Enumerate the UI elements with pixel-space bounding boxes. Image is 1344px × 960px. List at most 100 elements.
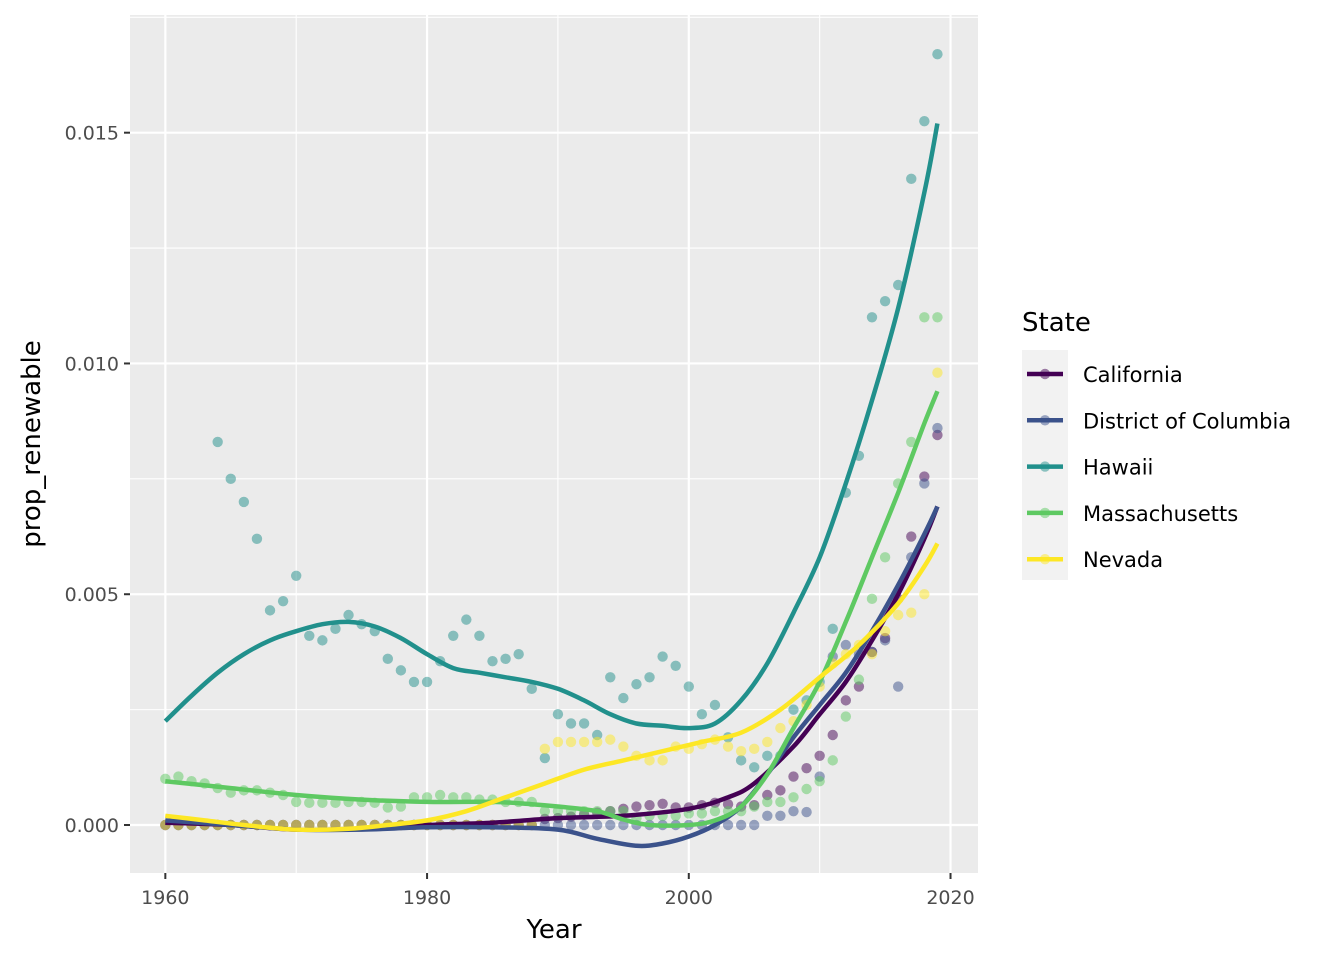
point-california [644,799,655,811]
point-nevada [879,625,891,637]
x-tick-label: 2020 [926,887,974,909]
point-hawaii [251,533,263,545]
point-nevada [552,736,564,748]
x-axis-title: Year [525,915,581,945]
point-hawaii [657,651,668,662]
point-nevada [565,736,577,748]
point-hawaii [906,173,917,185]
point-nevada [591,736,603,748]
point-hawaii [932,49,943,60]
point-district-of-columbia [801,806,812,818]
point-hawaii [317,635,328,646]
point-hawaii [500,653,511,665]
point-hawaii [631,679,642,690]
legend-label: California [1083,363,1183,387]
point-district-of-columbia [840,639,852,651]
point-hawaii [578,718,590,729]
point-district-of-columbia [735,819,747,831]
point-district-of-columbia [919,478,930,489]
point-massachusetts [317,797,328,809]
point-california [827,729,838,741]
point-hawaii [238,496,250,508]
point-massachusetts [866,593,878,605]
point-california [657,798,668,809]
point-hawaii [866,312,878,323]
legend-item-hawaii: Hawaii [1027,456,1153,480]
point-hawaii [382,653,394,665]
point-hawaii [618,692,629,704]
legend-item-nevada: Nevada [1027,548,1163,572]
legend-key-point [1039,415,1051,426]
point-district-of-columbia [722,819,734,831]
point-hawaii [474,630,485,641]
point-hawaii [552,709,564,720]
point-district-of-columbia [565,819,577,831]
point-nevada [919,589,930,600]
legend-items: California District of Columbia Hawaii Mass… [1027,363,1291,572]
x-tick-label: 1960 [141,887,189,909]
x-tick-label: 2000 [665,887,713,909]
point-hawaii [513,649,524,660]
point-nevada [539,743,551,755]
point-massachusetts [290,796,302,808]
y-tick-label: 0.000 [65,815,119,837]
point-massachusetts [539,805,551,817]
point-hawaii [277,595,289,607]
point-hawaii [304,630,315,641]
legend-label: District of Columbia [1083,409,1291,433]
point-hawaii [264,605,276,616]
point-district-of-columbia [762,810,773,821]
point-hawaii [395,665,407,676]
point-california [906,531,917,542]
point-district-of-columbia [788,805,799,817]
point-massachusetts [840,711,852,722]
point-hawaii [526,683,537,695]
point-nevada [618,741,629,752]
smooth-line-massachusetts [165,390,940,828]
point-district-of-columbia [605,819,616,831]
point-hawaii [670,660,681,671]
point-hawaii [644,672,655,683]
point-massachusetts [906,436,917,448]
point-massachusetts [749,801,760,812]
point-nevada [932,367,943,378]
legend-label: Nevada [1083,548,1163,572]
legend-key-point [1039,507,1051,519]
axes-layer: 1960 1980 2000 2020 0.000 0.005 0.010 0.015 [65,123,975,909]
point-massachusetts [304,797,315,809]
point-hawaii [879,295,891,307]
point-massachusetts [709,805,721,817]
legend-key-point [1039,368,1051,380]
point-california [801,763,812,774]
point-hawaii [343,609,354,621]
point-district-of-columbia [749,819,760,831]
point-hawaii [565,718,577,729]
point-california [631,801,642,812]
legend-item-district-of-columbia: District of Columbia [1027,409,1291,433]
point-nevada [906,607,917,618]
point-massachusetts [382,802,394,813]
point-nevada [735,745,747,757]
point-hawaii [749,762,760,773]
smooth-line-nevada [165,542,940,833]
point-massachusetts [814,775,825,787]
point-massachusetts [879,552,891,563]
point-hawaii [919,115,930,127]
point-nevada [644,755,655,766]
point-california [775,785,786,796]
point-california [840,695,852,706]
legend-label: Hawaii [1083,456,1153,480]
point-hawaii [735,755,747,766]
point-massachusetts [173,771,184,782]
point-hawaii [762,750,773,761]
point-massachusetts [788,792,799,803]
x-tick-label: 1980 [403,887,451,909]
point-massachusetts [919,312,930,323]
point-nevada [749,743,760,755]
point-hawaii [330,623,341,635]
point-hawaii [683,681,694,692]
legend-item-california: California [1027,363,1183,387]
point-hawaii [709,699,721,711]
point-hawaii [605,672,616,683]
